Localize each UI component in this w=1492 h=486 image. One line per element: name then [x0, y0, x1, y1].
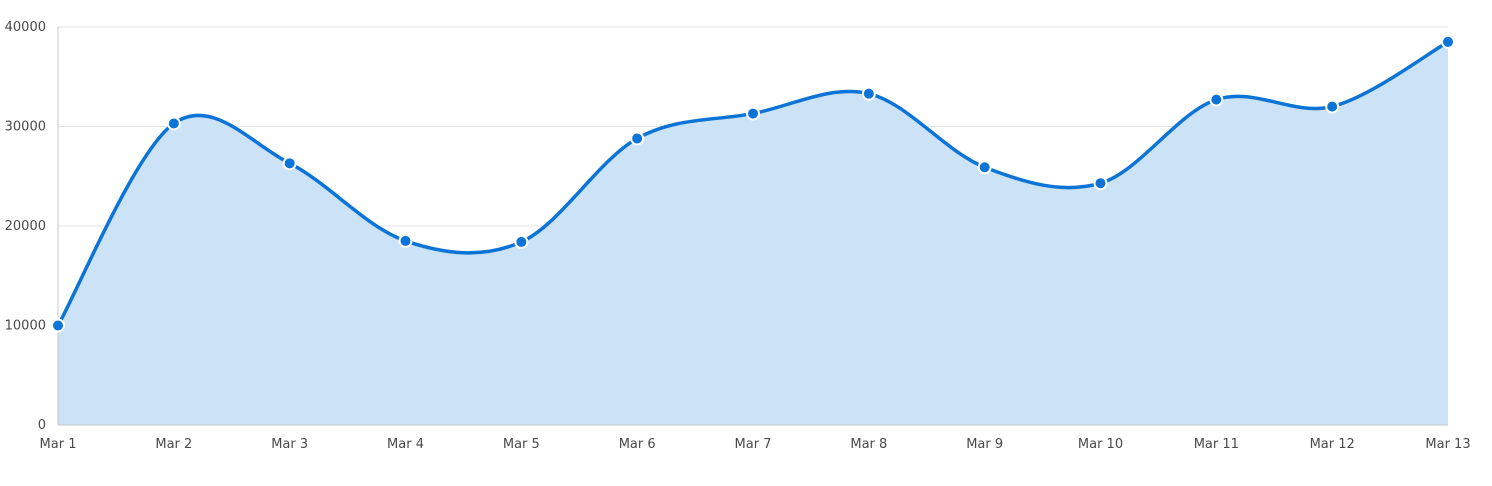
- y-tick-labels: 0 10000 20000 30000 40000: [5, 20, 46, 433]
- x-tick-label: Mar 5: [503, 437, 540, 452]
- area-fill-layer: [58, 41, 1448, 426]
- x-tick-label: Mar 10: [1078, 437, 1123, 452]
- y-tick-label: 0: [38, 418, 46, 433]
- x-tick-label: Mar 4: [387, 437, 424, 452]
- x-tick-label: Mar 12: [1310, 437, 1355, 452]
- x-tick-label: Mar 13: [1425, 437, 1470, 452]
- data-point[interactable]: [1209, 92, 1224, 107]
- x-tick-label: Mar 3: [271, 437, 308, 452]
- data-point[interactable]: [861, 86, 876, 101]
- x-tick-label: Mar 11: [1194, 437, 1239, 452]
- x-tick-label: Mar 7: [735, 437, 772, 452]
- x-tick-label: Mar 2: [155, 437, 192, 452]
- data-point[interactable]: [398, 233, 413, 248]
- data-point[interactable]: [746, 106, 760, 121]
- axes: [57, 27, 1448, 426]
- x-tick-label: Mar 1: [40, 437, 77, 452]
- x-tick-label: Mar 9: [966, 437, 1003, 452]
- data-point[interactable]: [977, 160, 992, 175]
- data-points: [51, 34, 1455, 333]
- data-point[interactable]: [1093, 176, 1108, 191]
- series-area-fill: [58, 41, 1448, 426]
- data-point[interactable]: [630, 131, 645, 146]
- data-point[interactable]: [282, 156, 297, 171]
- data-point[interactable]: [1325, 99, 1340, 114]
- y-tick-label: 40000: [5, 20, 46, 35]
- x-tick-labels: Mar 1 Mar 2 Mar 3 Mar 4 Mar 5 Mar 6 Mar 7 Mar 8…: [40, 437, 1471, 452]
- data-point[interactable]: [1441, 34, 1455, 49]
- data-point[interactable]: [51, 318, 65, 333]
- x-tick-label: Mar 8: [850, 437, 887, 452]
- y-tick-label: 30000: [5, 120, 46, 135]
- y-tick-label: 20000: [5, 219, 46, 234]
- data-point[interactable]: [514, 234, 529, 249]
- x-tick-label: Mar 6: [619, 437, 656, 452]
- y-tick-label: 10000: [5, 319, 46, 334]
- data-point[interactable]: [166, 116, 181, 131]
